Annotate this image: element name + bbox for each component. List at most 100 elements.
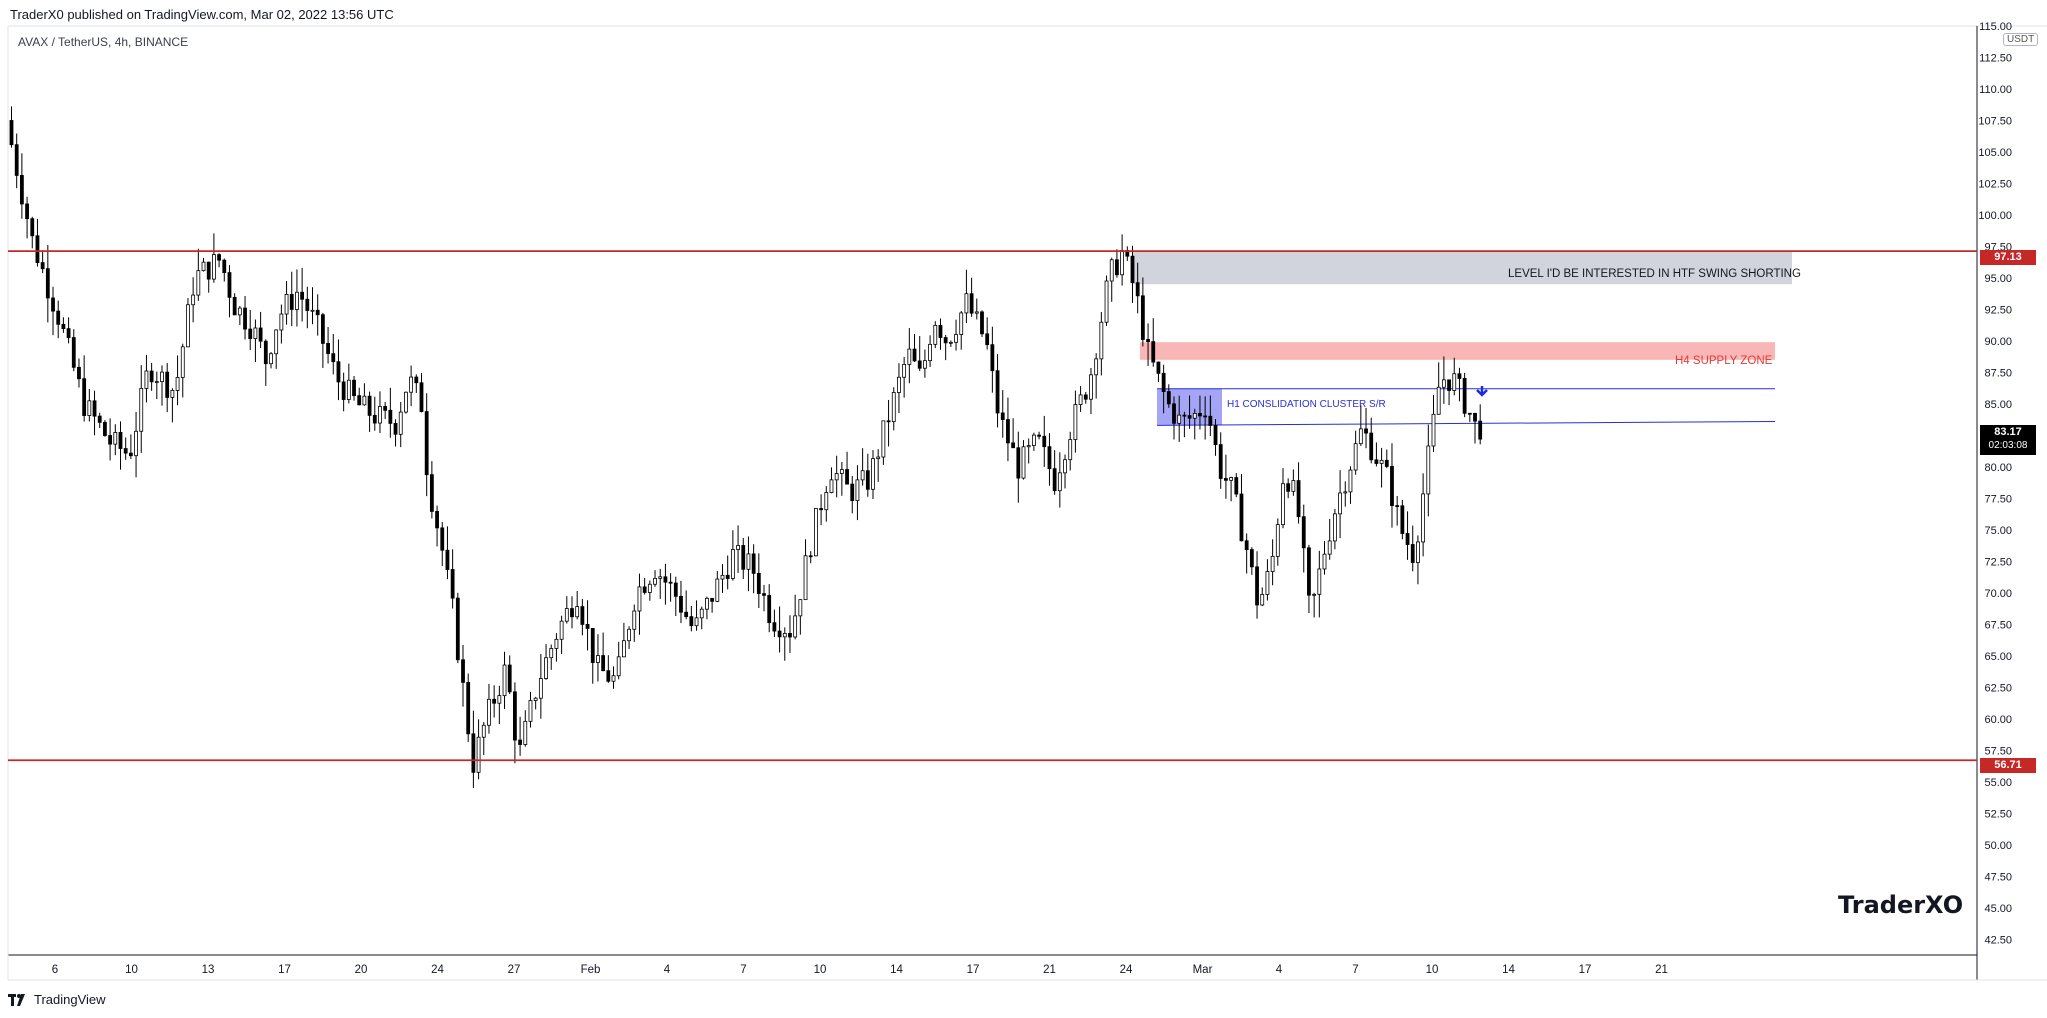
- candle-body: [1244, 540, 1249, 550]
- candle-body: [450, 569, 455, 599]
- candle-body: [1374, 459, 1379, 464]
- candle-body: [1275, 524, 1280, 557]
- candle-body: [720, 574, 725, 580]
- candle-body: [606, 670, 611, 682]
- candle-body: [1421, 493, 1426, 543]
- candle-body: [455, 597, 460, 661]
- candle-body: [1218, 444, 1223, 479]
- candle: [77, 358, 81, 388]
- candle-body: [471, 733, 476, 773]
- candle: [1286, 478, 1291, 499]
- candle: [1031, 432, 1036, 451]
- last-price-value: 83.17: [1994, 426, 2022, 438]
- candle: [445, 526, 450, 580]
- levels-layer: [8, 250, 1977, 762]
- candle-body: [1405, 533, 1410, 545]
- candle: [466, 673, 471, 742]
- candle: [66, 317, 71, 344]
- candle-body: [1187, 415, 1192, 419]
- candle-body: [1265, 571, 1270, 595]
- candle: [352, 375, 356, 401]
- symbol-legend[interactable]: AVAX / TetherUS, 4h, BINANCE: [18, 35, 189, 49]
- candle: [580, 598, 585, 636]
- candle-body: [103, 421, 107, 436]
- candle: [793, 594, 798, 640]
- candle-body: [990, 344, 995, 372]
- candle-body: [1301, 516, 1306, 549]
- candle-body: [1364, 428, 1368, 434]
- candle: [907, 328, 912, 384]
- price-axis[interactable]: 115.00 112.50 110.00 107.50 105.00 102.50 100.…: [1978, 21, 2012, 946]
- candle-body: [1312, 593, 1317, 596]
- candle: [668, 573, 673, 602]
- candle-body: [243, 307, 247, 330]
- candle: [814, 508, 818, 557]
- candle: [1301, 504, 1306, 573]
- time-axis[interactable]: 6 10 13 17 20 24 27 Feb 4 7 10 14 17 21 24 Mar 4 7 10 14 17 2…: [52, 964, 1668, 976]
- candle-body: [160, 371, 164, 382]
- candle: [450, 549, 455, 609]
- candle: [263, 339, 268, 386]
- y-tick-label: 47.50: [1984, 871, 2012, 883]
- y-tick-label: 65.00: [1984, 651, 2012, 663]
- candle-body: [191, 294, 196, 306]
- candle-body: [819, 508, 824, 511]
- candle-body: [533, 697, 538, 701]
- candle: [258, 311, 263, 348]
- footer-brand[interactable]: TradingView: [8, 992, 106, 1007]
- candle-body: [419, 382, 424, 412]
- candle-body: [14, 144, 19, 176]
- candle-body: [1281, 483, 1285, 526]
- candle-body: [538, 678, 543, 699]
- candle-body: [1016, 447, 1021, 479]
- candle: [1161, 364, 1166, 414]
- candle: [1016, 431, 1021, 503]
- candle: [917, 335, 922, 372]
- candle-body: [1130, 255, 1135, 284]
- candle: [1094, 353, 1099, 399]
- candle-body: [1026, 445, 1031, 448]
- candle: [839, 461, 844, 496]
- candle-body: [570, 608, 574, 618]
- candle: [1177, 395, 1182, 442]
- candles-layer: [9, 106, 1483, 788]
- candle-body: [788, 633, 792, 638]
- candle-body: [61, 323, 66, 329]
- candle: [269, 352, 273, 369]
- candle-body: [481, 724, 486, 738]
- x-tick-label: 24: [431, 964, 444, 976]
- candle: [1348, 466, 1353, 504]
- candle-body: [860, 470, 865, 481]
- candle-body: [295, 291, 299, 310]
- candle: [372, 396, 377, 431]
- y-tick-label: 57.50: [1984, 745, 2012, 757]
- zones-layer: [1132, 251, 1792, 426]
- candle: [128, 434, 133, 460]
- candle: [300, 267, 305, 322]
- candle: [819, 494, 824, 526]
- candle-body: [445, 549, 450, 570]
- candle-body: [1011, 442, 1016, 449]
- currency-badge[interactable]: USDT: [2003, 33, 2039, 46]
- candle: [564, 596, 569, 624]
- candle: [596, 634, 600, 682]
- candle: [663, 563, 668, 605]
- candle: [990, 326, 995, 393]
- candle: [310, 287, 315, 325]
- candle: [1358, 405, 1363, 446]
- candle: [1317, 550, 1322, 618]
- candle: [87, 388, 92, 422]
- candle: [642, 578, 647, 595]
- candle-body: [1203, 415, 1208, 418]
- candle: [1441, 356, 1446, 404]
- candle: [113, 424, 118, 456]
- candle: [782, 627, 787, 661]
- candle: [461, 644, 465, 707]
- candle: [528, 691, 533, 728]
- candle-body: [1447, 379, 1451, 391]
- candle: [902, 356, 907, 398]
- candle-body: [647, 583, 652, 593]
- candle-body: [1239, 493, 1244, 542]
- candle: [1224, 454, 1228, 499]
